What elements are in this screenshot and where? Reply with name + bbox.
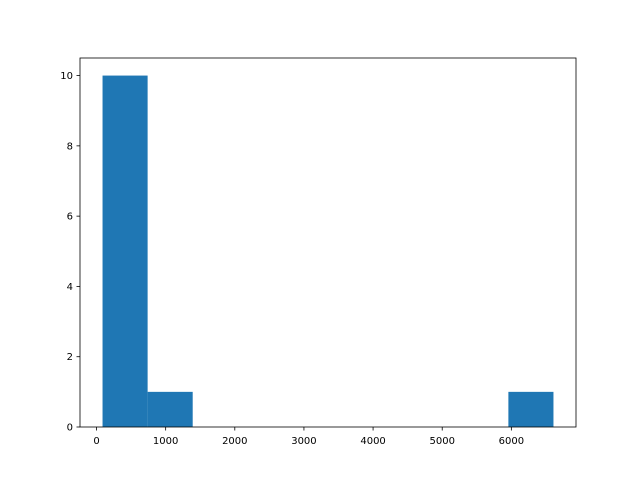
- plot-frame: [79, 57, 577, 428]
- histogram-bar: [147, 391, 193, 427]
- x-tick-label: 6000: [499, 436, 524, 447]
- x-tick-label: 2000: [222, 436, 247, 447]
- x-tick-label: 0: [93, 436, 99, 447]
- x-tick-label: 3000: [291, 436, 316, 447]
- x-tick-label: 1000: [153, 436, 178, 447]
- x-tick-label: 4000: [360, 436, 385, 447]
- y-tick-label: 2: [67, 352, 73, 363]
- y-tick-label: 8: [67, 141, 73, 152]
- y-tick-label: 4: [67, 282, 73, 293]
- y-tick-label: 6: [67, 212, 73, 223]
- y-tick-label: 10: [60, 71, 73, 82]
- histogram-bar: [508, 391, 554, 427]
- histogram-bar: [102, 75, 148, 428]
- y-tick-label: 0: [67, 423, 73, 434]
- x-tick-label: 5000: [429, 436, 454, 447]
